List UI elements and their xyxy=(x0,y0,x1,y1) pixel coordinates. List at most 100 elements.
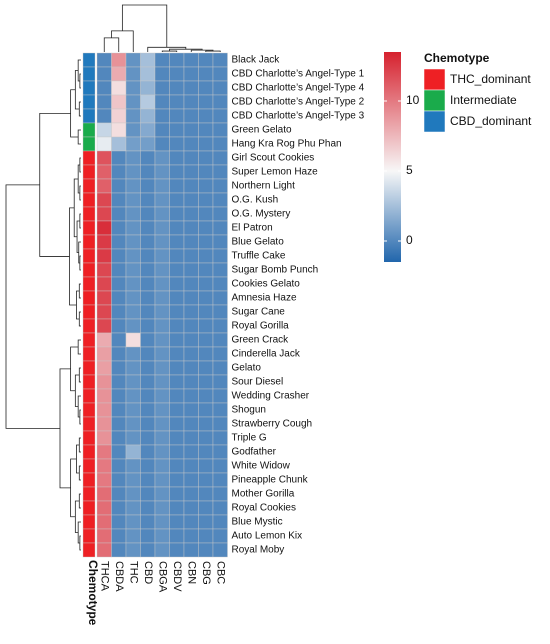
row-label: Mother Gorilla xyxy=(232,489,295,500)
heatmap-cell xyxy=(212,542,228,558)
heatmap-cell xyxy=(198,178,214,194)
heatmap-cell xyxy=(96,374,112,390)
heatmap-cell xyxy=(183,458,199,474)
heatmap-cell xyxy=(212,136,228,152)
heatmap-cell xyxy=(154,332,170,348)
dendrogram-branch xyxy=(77,129,81,145)
heatmap-cell xyxy=(154,220,170,236)
dendrogram-branch xyxy=(76,290,80,320)
chemotype-cell xyxy=(82,234,96,250)
legend-label: CBD_dominant xyxy=(450,114,532,128)
heatmap-cell xyxy=(183,108,199,124)
heatmap-cell xyxy=(198,206,214,222)
dendrogram-branch xyxy=(39,112,71,257)
chemotype-cell xyxy=(82,262,96,278)
chemotype-cell xyxy=(82,192,96,208)
heatmap-cell xyxy=(125,458,141,474)
heatmap-cell xyxy=(183,472,199,488)
heatmap-cell xyxy=(96,304,112,320)
chemotype-cell xyxy=(82,542,96,558)
heatmap-cell xyxy=(140,500,156,516)
heatmap-cell xyxy=(111,80,127,96)
heatmap-cell xyxy=(198,430,214,446)
heatmap-cell xyxy=(169,318,185,334)
heatmap-cell xyxy=(96,248,112,264)
heatmap-cell xyxy=(125,304,141,320)
dendrogram-branch xyxy=(74,374,80,407)
heatmap-cell xyxy=(183,220,199,236)
heatmap-cell xyxy=(111,150,127,166)
heatmap-cell xyxy=(140,206,156,222)
legend-swatch xyxy=(423,68,446,91)
heatmap-cell xyxy=(183,66,199,82)
heatmap-cell xyxy=(183,192,199,208)
heatmap-cell xyxy=(96,388,112,404)
heatmap-cell xyxy=(140,290,156,306)
heatmap-cell xyxy=(212,528,228,544)
column-labels: THCA CBDA THC CBD CBGA CBDV CBN CBG CBC xyxy=(98,561,226,593)
heatmap-cell xyxy=(140,52,156,68)
chemotype-cell xyxy=(82,248,96,264)
colorbar-tick-label: 10 xyxy=(406,93,420,107)
chemotype-cell xyxy=(82,514,96,530)
heatmap-cell xyxy=(111,528,127,544)
heatmap-cell xyxy=(154,458,170,474)
heatmap-cell xyxy=(154,80,170,96)
chemotype-cell xyxy=(82,444,96,460)
heatmap-cell xyxy=(140,94,156,110)
dendrogram-branch xyxy=(78,367,81,383)
heatmap-cell xyxy=(183,262,199,278)
chemotype-cell xyxy=(82,430,96,446)
heatmap-cell xyxy=(125,444,141,460)
heatmap-cell xyxy=(140,346,156,362)
heatmap-cell xyxy=(140,304,156,320)
heatmap-cell xyxy=(169,486,185,502)
heatmap-cell xyxy=(140,80,156,96)
heatmap-cell xyxy=(111,416,127,432)
heatmap-cell xyxy=(111,486,127,502)
heatmap-cell xyxy=(111,514,127,530)
dendrogram-branch xyxy=(78,101,81,117)
heatmap-cell xyxy=(183,430,199,446)
heatmap-cell xyxy=(212,290,228,306)
heatmap-cell xyxy=(96,94,112,110)
heatmap-cell xyxy=(169,66,185,82)
heatmap-cell xyxy=(198,402,214,418)
row-label: Sugar Bomb Punch xyxy=(232,265,319,276)
heatmap-cell xyxy=(198,220,214,236)
chemotype-cell xyxy=(82,80,96,96)
heatmap-cell xyxy=(96,150,112,166)
heatmap-cell xyxy=(111,262,127,278)
heatmap-cell xyxy=(125,374,141,390)
heatmap-cell xyxy=(198,80,214,96)
legend-swatch xyxy=(423,110,446,133)
heatmap-cell xyxy=(125,262,141,278)
row-label: Cinderella Jack xyxy=(232,349,301,360)
heatmap-cell xyxy=(169,178,185,194)
chemotype-cell xyxy=(82,94,96,110)
column-label: CBDV xyxy=(171,561,183,592)
heatmap-cell xyxy=(198,262,214,278)
heatmap-cell xyxy=(154,66,170,82)
heatmap-cell xyxy=(140,164,156,180)
heatmap-cell xyxy=(125,80,141,96)
chemotype-cell xyxy=(82,416,96,432)
heatmap-cell xyxy=(183,332,199,348)
heatmap-cell xyxy=(111,136,127,152)
heatmap-cell xyxy=(183,52,199,68)
heatmap-cell xyxy=(212,108,228,124)
heatmap-cell xyxy=(183,136,199,152)
heatmap-cell xyxy=(212,430,228,446)
heatmap-cell xyxy=(96,108,112,124)
heatmap-cell xyxy=(154,360,170,376)
heatmap-cell xyxy=(154,528,170,544)
heatmap-cell xyxy=(183,374,199,390)
row-label: Sour Diesel xyxy=(232,377,284,388)
dendrogram-branch xyxy=(78,311,81,327)
dendrogram-branch xyxy=(78,465,81,481)
row-label: CBD Charlotte’s Angel-Type 4 xyxy=(232,83,365,94)
heatmap-cell xyxy=(212,388,228,404)
heatmap-cell xyxy=(212,150,228,166)
dendrogram-branch xyxy=(78,283,81,299)
heatmap-cell xyxy=(125,430,141,446)
